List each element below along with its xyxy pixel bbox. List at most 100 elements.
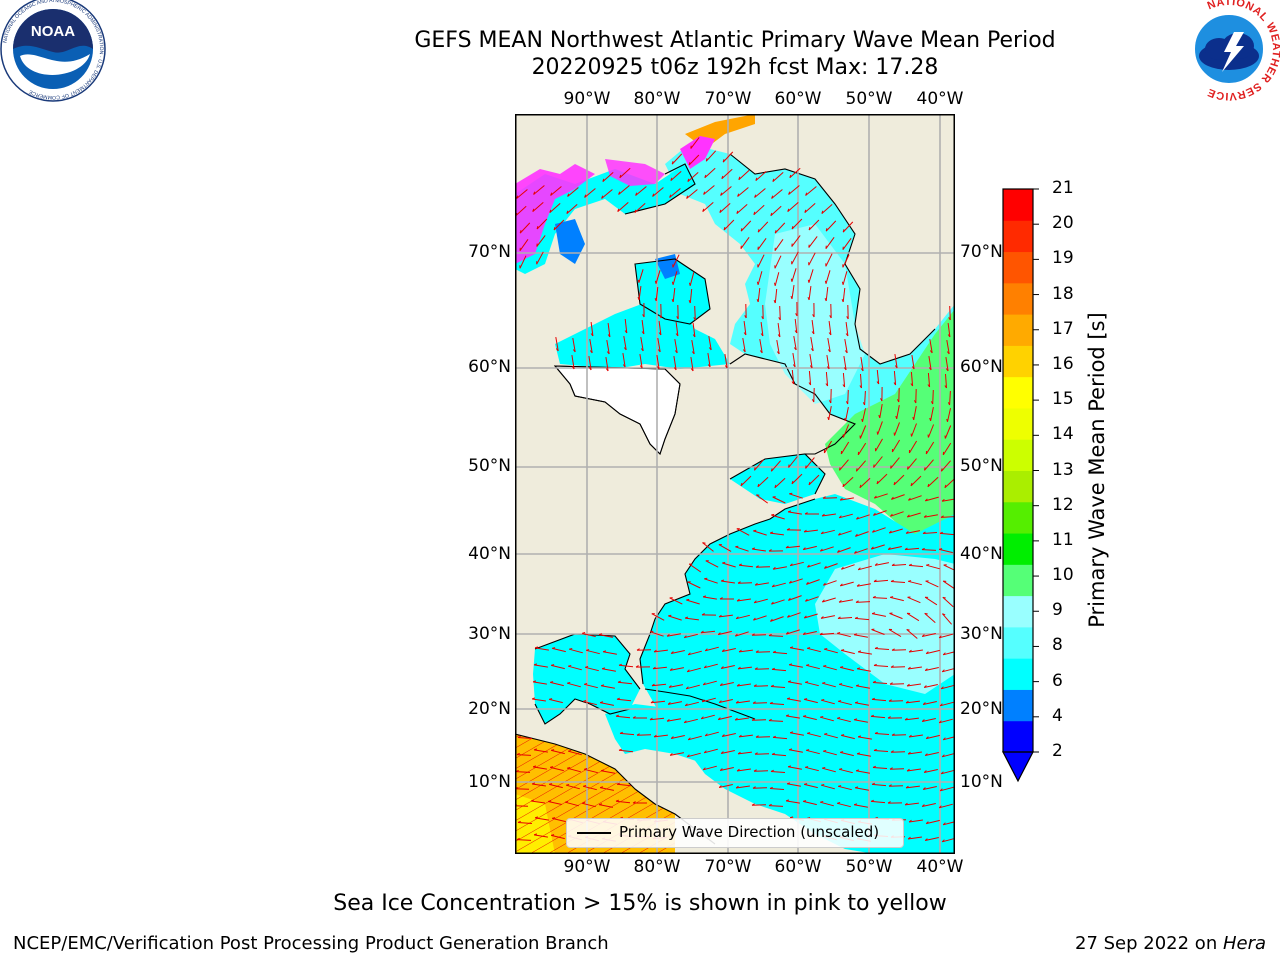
wave-arrow <box>906 629 918 639</box>
wave-arrow <box>842 271 848 285</box>
wave-arrow-head <box>939 548 943 550</box>
wave-arrow <box>924 769 938 773</box>
wave-arrow-head <box>805 766 809 768</box>
wave-arrow <box>842 424 850 438</box>
wave-arrow-head <box>599 786 604 789</box>
wave-arrow <box>517 822 533 824</box>
lat-tick-left-20n: 20°N <box>468 699 511 719</box>
wave-arrow-head <box>719 768 723 771</box>
wave-arrow <box>719 203 731 213</box>
wave-arrow <box>701 714 715 720</box>
wave-arrow-head <box>906 683 910 687</box>
wave-arrow-head <box>590 333 594 337</box>
wave-arrow-head <box>808 226 811 231</box>
wave-arrow-head <box>776 351 780 355</box>
wave-arrow-head <box>552 647 556 649</box>
wave-arrow <box>837 617 853 619</box>
wave-arrow-head <box>820 716 824 718</box>
wave-arrow-head <box>846 316 849 320</box>
wave-arrow <box>828 321 832 335</box>
wave-arrow <box>842 476 854 488</box>
legend-label: Primary Wave Direction (unscaled) <box>619 823 880 841</box>
wave-arrow-head <box>924 668 928 671</box>
wave-arrow <box>689 272 695 286</box>
wave-arrow-head <box>856 752 861 755</box>
wave-arrow-head <box>927 483 930 487</box>
wave-arrow <box>804 698 818 704</box>
wave-arrow-head <box>605 368 609 372</box>
wave-arrow <box>755 582 769 586</box>
wave-arrow <box>601 189 613 199</box>
wave-arrow-head <box>922 531 926 534</box>
wave-arrow-head <box>854 701 859 704</box>
wave-arrow-head <box>838 532 841 536</box>
wave-arrow-head <box>549 783 553 785</box>
wave-arrow <box>906 700 920 704</box>
wave-arrow <box>808 219 820 231</box>
wave-arrow <box>584 683 598 689</box>
wave-arrow-head <box>533 663 538 666</box>
wave-arrow <box>794 318 798 334</box>
wave-arrow <box>583 700 597 706</box>
wave-arrow-head <box>874 731 878 734</box>
wave-arrow-head <box>921 634 925 637</box>
wave-arrow <box>872 767 888 769</box>
wave-arrow <box>906 530 920 534</box>
wave-arrow-head <box>811 399 815 403</box>
wave-arrow-head <box>838 515 842 519</box>
wave-arrow-head <box>757 483 760 487</box>
wave-arrow <box>819 632 835 636</box>
wave-arrow-head <box>891 563 895 566</box>
wave-arrow-head <box>857 650 862 653</box>
wave-arrow-head <box>853 633 858 636</box>
wave-arrow <box>704 663 718 669</box>
wave-arrow <box>842 221 854 233</box>
wave-arrow-head <box>861 418 863 422</box>
wave-arrow-head <box>874 563 878 566</box>
wave-arrow <box>839 513 853 519</box>
wave-arrow-head <box>942 737 946 741</box>
wave-arrow <box>805 186 817 196</box>
wave-arrow-head <box>828 332 832 336</box>
wave-arrow-head <box>808 481 811 486</box>
wave-arrow <box>650 700 666 704</box>
colorbar-label: 11 <box>1052 529 1074 550</box>
wave-arrow <box>771 514 785 520</box>
wave-arrow-head <box>752 786 756 789</box>
wave-arrow-head <box>873 495 877 499</box>
wave-arrow-head <box>584 683 588 685</box>
wave-arrow-head <box>769 786 773 789</box>
wave-arrow <box>923 701 937 705</box>
wave-arrow <box>860 357 864 371</box>
wave-arrow-head <box>870 714 874 717</box>
wave-arrow <box>787 612 801 618</box>
wave-arrow <box>515 805 529 807</box>
wave-arrow-head <box>843 367 847 371</box>
colorbar-title: Primary Wave Mean Period [s] <box>1085 312 1109 628</box>
wave-arrow <box>671 650 685 654</box>
wave-arrow-head <box>671 281 674 285</box>
wave-arrow <box>791 251 799 265</box>
wave-arrow-head <box>670 651 674 654</box>
wave-arrow-head <box>642 314 645 318</box>
colorbar-label: 8 <box>1052 635 1063 656</box>
wave-arrow <box>805 457 815 469</box>
wave-arrow <box>787 783 801 787</box>
wave-arrow <box>921 549 937 551</box>
wave-arrow <box>825 371 829 387</box>
wave-arrow-head <box>768 803 772 807</box>
wave-arrow-head <box>692 334 696 338</box>
wave-arrow-head <box>873 748 877 751</box>
colorbar-band <box>1003 470 1033 503</box>
wave-arrow-head <box>946 418 948 422</box>
wave-arrow-head <box>736 598 740 602</box>
wave-arrow <box>601 685 615 689</box>
wave-arrow <box>855 787 869 791</box>
wave-arrow <box>837 802 851 808</box>
wave-arrow-head <box>821 699 825 701</box>
lon-tick-top-90w: 90°W <box>563 89 611 109</box>
wave-arrow-head <box>805 598 808 602</box>
wave-arrow <box>531 800 545 804</box>
wave-arrow-head <box>908 497 911 501</box>
wave-arrow-head <box>789 816 794 819</box>
